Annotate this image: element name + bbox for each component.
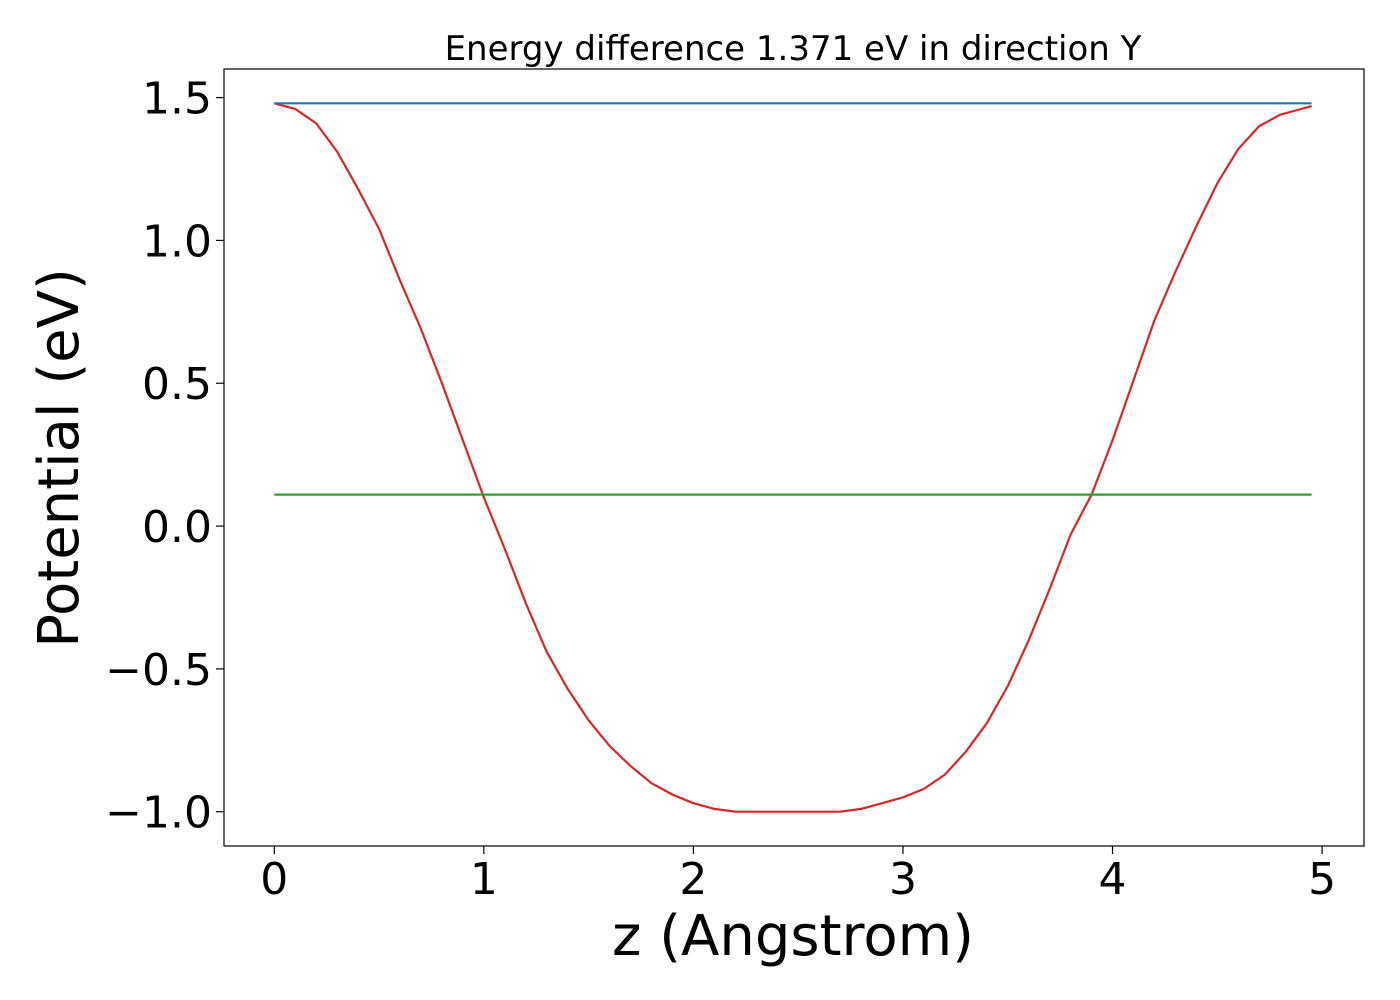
chart-title: Energy difference 1.371 eV in direction … — [445, 29, 1142, 69]
x-tick-label: 2 — [679, 854, 707, 905]
x-tick-label: 0 — [260, 854, 288, 905]
x-tick-label: 5 — [1308, 854, 1336, 905]
plot-frame — [223, 68, 1365, 847]
y-axis-ticks: 1.5 1.0 0.5 0.0 −0.5 −1.0 — [105, 74, 224, 839]
x-axis-ticks: 0 1 2 3 4 5 — [260, 846, 1336, 905]
y-axis-title: Potential (eV) — [27, 268, 92, 648]
x-axis-title: z (Angstrom) — [612, 904, 974, 969]
y-tick-label: 1.0 — [142, 216, 212, 267]
x-tick-label: 1 — [470, 854, 498, 905]
y-tick-label: −0.5 — [105, 645, 212, 696]
x-tick-label: 3 — [889, 854, 917, 905]
series-line-1 — [274, 102, 1312, 813]
y-tick-label: 0.0 — [142, 502, 212, 553]
y-tick-label: 1.5 — [142, 74, 212, 125]
y-tick-label: −1.0 — [105, 788, 212, 839]
x-tick-label: 4 — [1099, 854, 1127, 905]
y-tick-label: 0.5 — [142, 359, 212, 410]
series-layer — [274, 102, 1312, 813]
